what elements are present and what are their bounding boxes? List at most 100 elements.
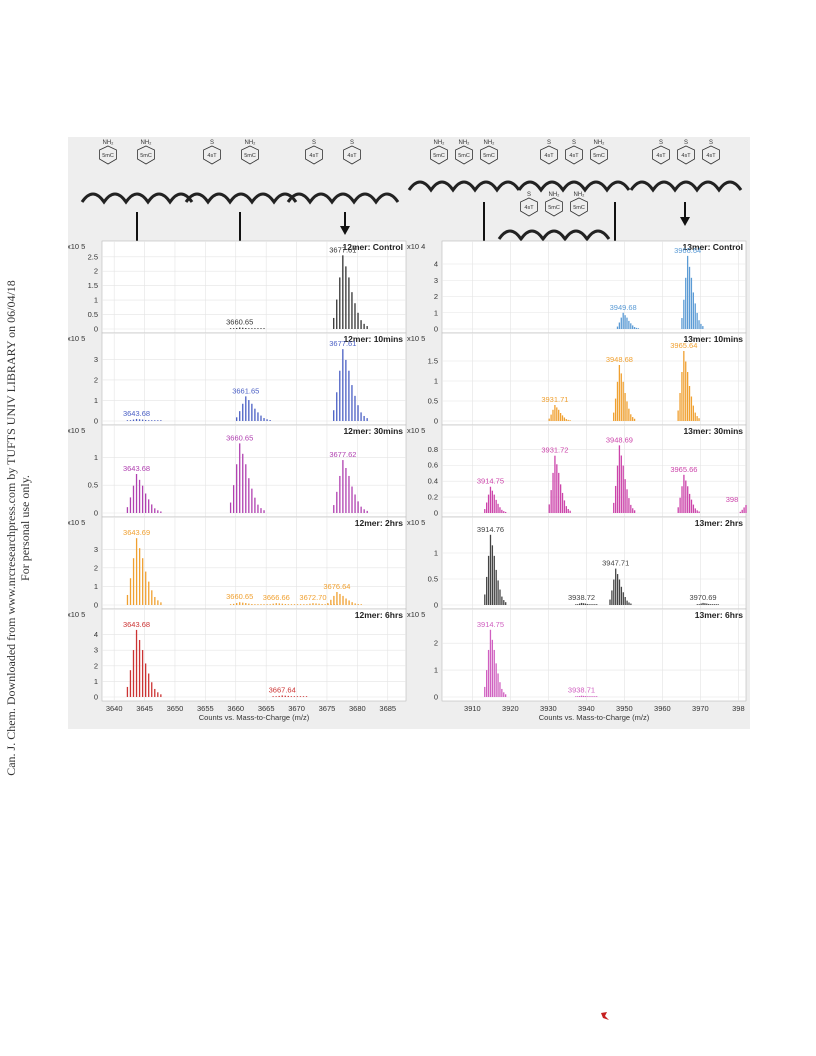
y-tick-label: 0 (434, 325, 438, 334)
base-ring (99, 145, 117, 165)
base-top-label: NH₂ (103, 140, 115, 146)
y-tick-label: 1 (94, 582, 98, 591)
nucleobase: NH₂ 5mC (241, 140, 259, 165)
nucleobase: NH₂ 5mC (545, 192, 563, 217)
x-tick-label: 3640 (106, 704, 123, 713)
mass-spectra-figure: NH₂ 5mC NH₂ 5mC S 4sT NH₂ 5mC S 4sT S 4sT NH₂ 5mC NH₂… (68, 137, 750, 729)
nucleobase: S 4sT (520, 192, 538, 217)
margin-note-line1: Can. J. Chem. Downloaded from www.nrcres… (4, 280, 18, 776)
base-top-label: NH₂ (245, 140, 257, 146)
base-label: 4sT (309, 153, 319, 159)
nucleobase: S 4sT (677, 140, 695, 165)
peak-label: 3643.69 (123, 528, 150, 537)
peak-label: 3666.66 (263, 593, 290, 602)
x-axis-title: Counts vs. Mass-to-Charge (m/z) (539, 713, 650, 722)
structure-group: S 4sT S 4sT (286, 140, 400, 205)
dna-backbone (80, 192, 194, 205)
base-top-label: S (312, 140, 316, 146)
y-tick-label: 0 (434, 417, 438, 426)
x-tick-label: 3675 (319, 704, 336, 713)
dna-backbone (286, 192, 400, 205)
margin-note-line2: For personal use only. (18, 475, 32, 581)
peak-label: 398 (726, 495, 739, 504)
dna-backbone (407, 180, 521, 193)
base-ring (241, 145, 259, 165)
y-exponent-label: x10 5 (68, 610, 85, 619)
y-tick-label: 2 (94, 661, 98, 670)
panel-frame (101, 516, 407, 610)
base-ring (520, 197, 538, 217)
spectrum-panel: 0 1 2 3 4 x10 4 13mer: Control 3949.68 3966.64 (407, 240, 747, 334)
base-label: 5mC (140, 153, 152, 159)
structures-right: NH₂ 5mC NH₂ 5mC NH₂ 5mC S 4sT S 4sT NH₂ 5mC S 4sT S 4sT… (407, 140, 743, 242)
peak-label: 3947.71 (602, 559, 629, 568)
panel-title: 13mer: 10mins (683, 334, 743, 344)
peak-label: 3914.75 (477, 620, 504, 629)
y-exponent-label: x10 5 (68, 334, 85, 343)
y-tick-label: 0 (434, 509, 438, 518)
base-label: 4sT (524, 205, 534, 211)
base-label: 4sT (656, 153, 666, 159)
y-tick-label: 1 (94, 296, 98, 305)
base-ring (480, 145, 498, 165)
y-tick-label: 1.5 (88, 281, 98, 290)
x-tick-label: 3660 (227, 704, 244, 713)
y-exponent-label: x10 4 (407, 242, 425, 251)
nucleobase: NH₂ 5mC (99, 140, 117, 165)
panel-title: 12mer: Control (343, 242, 403, 252)
peak-label: 3660.65 (226, 592, 253, 601)
x-tick-label: 3960 (654, 704, 671, 713)
x-tick-label: 3680 (349, 704, 366, 713)
y-tick-label: 3 (94, 545, 98, 554)
spectrum-panel: 0 0.2 0.4 0.6 0.8 x10 5 13mer: 30mins 3914.75 39… (407, 424, 747, 518)
base-ring (677, 145, 695, 165)
y-exponent-label: x10 5 (407, 518, 425, 527)
base-label: 5mC (102, 153, 114, 159)
base-label: 5mC (483, 153, 495, 159)
y-exponent-label: x10 5 (407, 334, 425, 343)
y-tick-label: 1 (94, 396, 98, 405)
spectrum-panel: 0 0.5 1 1.5 x10 5 13mer: 10mins 3931.71 3948.68… (407, 332, 747, 426)
base-label: 5mC (433, 153, 445, 159)
x-tick-label: 398 (732, 704, 745, 713)
base-label: 4sT (706, 153, 716, 159)
base-label: 5mC (458, 153, 470, 159)
panel-title: 13mer: Control (683, 242, 743, 252)
y-tick-label: 0.5 (428, 575, 438, 584)
panel-title: 13mer: 30mins (683, 426, 743, 436)
nucleobase: NH₂ 5mC (430, 140, 448, 165)
nucleobase: S 4sT (565, 140, 583, 165)
y-tick-label: 0.5 (88, 310, 98, 319)
y-tick-label: 0.4 (428, 477, 438, 486)
peak-label: 3677.61 (329, 245, 356, 254)
x-tick-label: 3950 (616, 704, 633, 713)
base-top-label: NH₂ (549, 192, 561, 198)
structure-group: NH₂ 5mC NH₂ 5mC NH₂ 5mC (407, 140, 521, 193)
y-tick-label: 0 (94, 509, 98, 518)
y-tick-label: 0.8 (428, 445, 438, 454)
peak-label: 3938.71 (568, 686, 595, 695)
base-ring (590, 145, 608, 165)
x-tick-label: 3940 (578, 704, 595, 713)
base-ring (545, 197, 563, 217)
base-label: 5mC (548, 205, 560, 211)
nucleobase: NH₂ 5mC (455, 140, 473, 165)
peak-label: 3948.69 (606, 435, 633, 444)
peak-label: 3965.66 (670, 465, 697, 474)
y-tick-label: 4 (434, 260, 438, 269)
x-tick-label: 3645 (136, 704, 153, 713)
base-ring (203, 145, 221, 165)
y-tick-label: 1 (94, 677, 98, 686)
dna-backbone (629, 180, 743, 193)
x-tick-label: 3920 (502, 704, 519, 713)
peak-label: 3643.68 (123, 464, 150, 473)
panel-frame (441, 332, 747, 426)
peak-label: 3914.75 (477, 477, 504, 486)
base-top-label: S (527, 192, 531, 198)
spectrum-panel: 0 1 2 3 x10 5 12mer: 2hrs 3643.69 3660.65 3666.6… (68, 516, 407, 610)
y-tick-label: 1 (434, 308, 438, 317)
base-top-label: NH₂ (459, 140, 471, 146)
y-tick-label: 0 (94, 417, 98, 426)
spectrum-panel: 0 0.5 1 x10 5 13mer: 2hrs 3914.76 3938.72 3947.… (407, 516, 747, 610)
